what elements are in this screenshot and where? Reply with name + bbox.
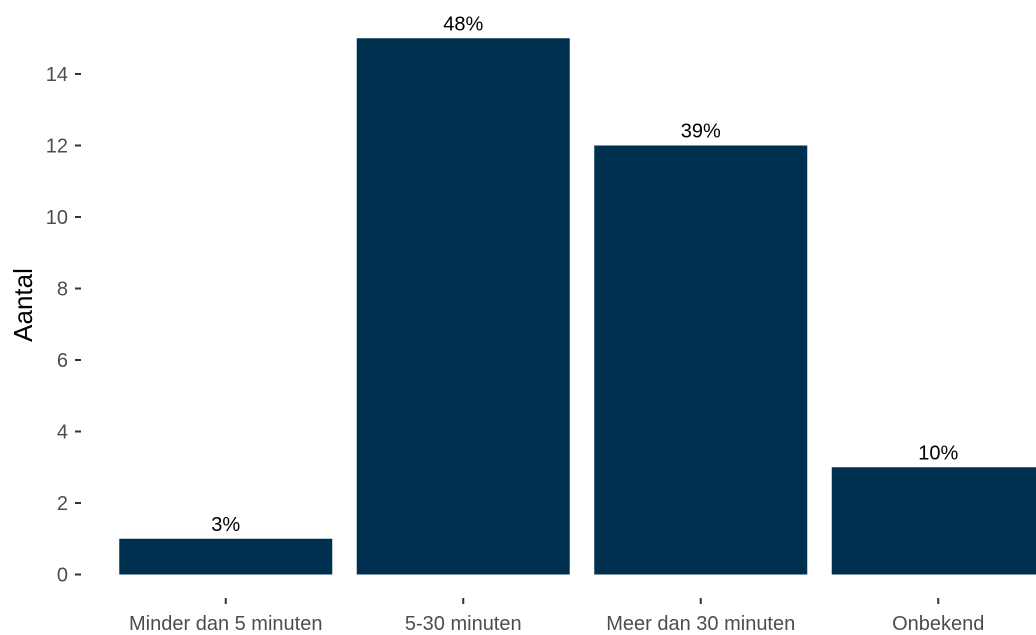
x-tick-label: 5-30 minuten <box>405 613 522 635</box>
y-tick-label: 6 <box>57 350 68 372</box>
y-tick-label: 8 <box>57 279 68 301</box>
x-tick-label: Meer dan 30 minuten <box>606 613 795 635</box>
bar <box>594 145 808 575</box>
y-tick-label: 10 <box>46 207 68 229</box>
x-tick-label: Onbekend <box>892 613 984 635</box>
y-axis-title: Aantal <box>8 268 38 342</box>
y-tick-label: 0 <box>57 565 68 587</box>
y-axis: 0 2 4 6 8 10 12 14 <box>46 64 81 587</box>
bar <box>119 538 333 575</box>
bar-data-label: 39% <box>681 121 721 143</box>
y-tick-label: 12 <box>46 136 68 158</box>
bar-data-label: 48% <box>443 13 483 35</box>
bar <box>356 38 570 575</box>
bar-labels-group: 3% 48% 39% 10% <box>211 13 958 536</box>
y-tick-label: 4 <box>57 422 68 444</box>
y-tick-label: 14 <box>46 64 68 86</box>
bars-group <box>119 38 1036 575</box>
x-axis: Minder dan 5 minuten 5-30 minuten Meer dan… <box>129 598 984 635</box>
bar-data-label: 3% <box>211 514 240 536</box>
x-tick-label: Minder dan 5 minuten <box>129 613 322 635</box>
bar <box>831 467 1036 575</box>
y-tick-label: 2 <box>57 493 68 515</box>
bar-data-label: 10% <box>918 442 958 464</box>
